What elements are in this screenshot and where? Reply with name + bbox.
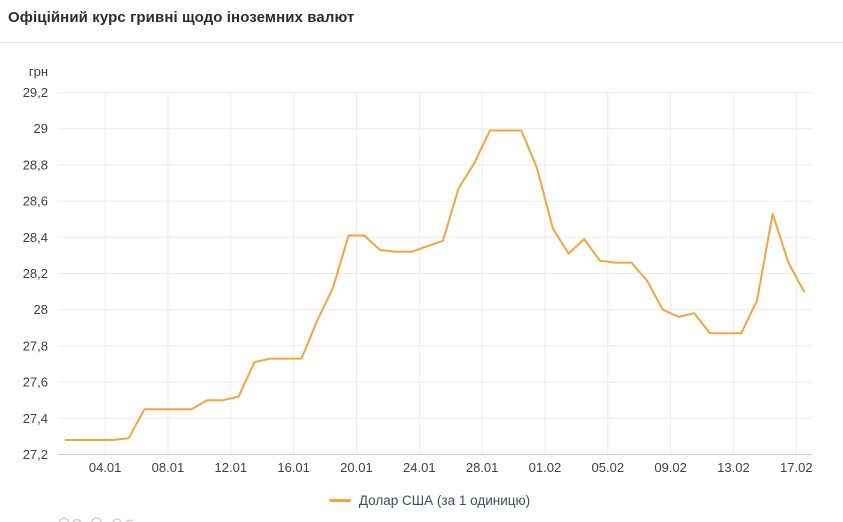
x-tick-label: 16.01 <box>277 460 310 475</box>
chart-axis-labels: 29,2 29 28,8 28,6 28,4 28,2 28 27,8 27,6 27,4 27,2… <box>23 85 813 475</box>
x-tick-label: 13.02 <box>717 460 750 475</box>
usd-rate-polyline <box>64 129 806 441</box>
x-tick-label: 05.02 <box>592 460 625 475</box>
y-tick-label: 29 <box>34 121 48 136</box>
x-tick-label: 24.01 <box>403 460 436 475</box>
y-tick-label: 28,2 <box>23 266 48 281</box>
x-tick-label: 09.02 <box>654 460 687 475</box>
y-tick-label: 27,8 <box>23 338 48 353</box>
y-tick-label: 28,4 <box>23 230 48 245</box>
y-tick-label: 27,4 <box>23 411 48 426</box>
legend-label: Долар США (за 1 одиницю) <box>358 493 531 508</box>
below-fold-text-cutoff <box>58 517 133 522</box>
x-tick-label: 04.01 <box>89 460 122 475</box>
x-tick-label: 17.02 <box>780 460 813 475</box>
x-tick-label: 08.01 <box>152 460 185 475</box>
y-axis-unit-label: грн <box>28 64 48 79</box>
legend-line-marker <box>328 499 351 502</box>
y-tick-label: 28,8 <box>23 157 48 172</box>
legend-item-usd[interactable]: Долар США (за 1 одиницю) <box>328 493 531 508</box>
chart-gridlines <box>58 92 812 455</box>
y-tick-label: 28 <box>34 302 48 317</box>
y-tick-label: 27,6 <box>23 375 48 390</box>
y-tick-label: 28,6 <box>23 194 48 209</box>
x-tick-label: 20.01 <box>340 460 373 475</box>
chart-plot-area[interactable] <box>58 92 812 455</box>
header-divider <box>0 42 843 43</box>
x-tick-label: 12.01 <box>215 460 248 475</box>
y-tick-label: 29,2 <box>23 85 48 100</box>
page-title: Офіційний курс гривні щодо іноземних вал… <box>8 9 355 26</box>
x-tick-label: 28.01 <box>466 460 499 475</box>
y-tick-label: 27,2 <box>23 447 48 462</box>
usd-rate-line-series <box>64 129 806 441</box>
chart-legend: Долар США (за 1 одиницю) <box>0 493 843 508</box>
x-tick-label: 01.02 <box>529 460 562 475</box>
